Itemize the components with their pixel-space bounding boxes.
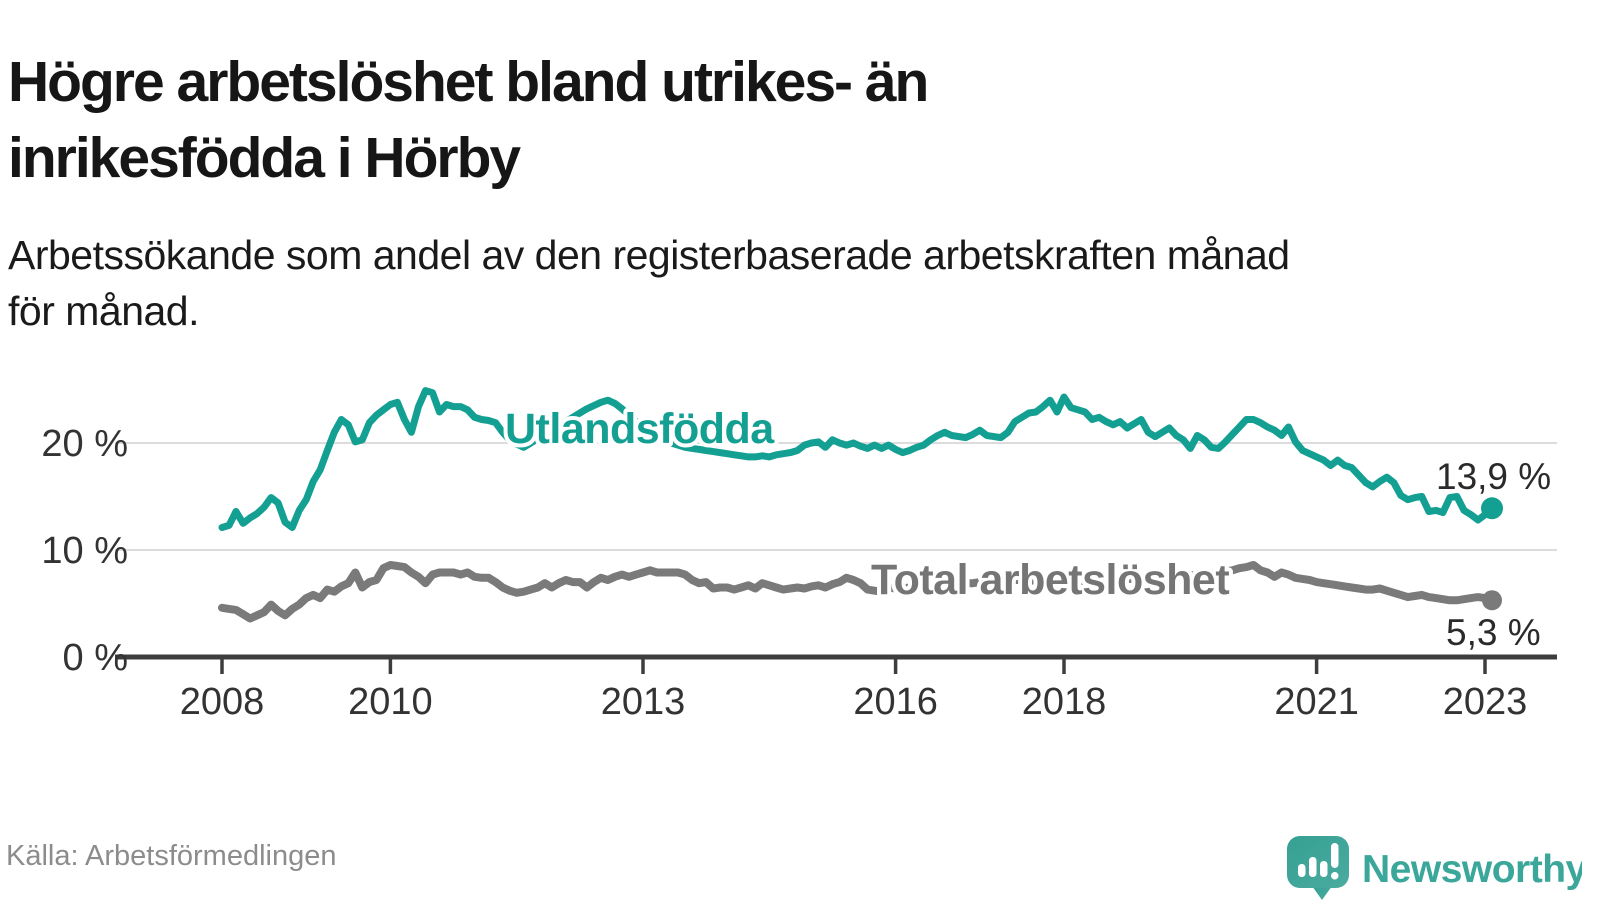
logo-bar-2: [1309, 857, 1317, 877]
series-line-utlandsfodda: [218, 387, 1496, 531]
logo-exclamation-bar: [1331, 843, 1339, 868]
y-tick-label-20: 20 %: [41, 423, 128, 465]
logo-bar-3: [1320, 861, 1328, 877]
logo-bar-1: [1298, 864, 1306, 877]
title-line-2: inrikesfödda i Hörby: [8, 126, 521, 191]
end-value-utlandsfodda: 13,9 %: [1436, 456, 1551, 497]
x-tick-label-2013: 2013: [601, 681, 686, 723]
x-tick-label-2023: 2023: [1443, 681, 1528, 723]
y-tick-label-0: 0 %: [63, 637, 128, 679]
logo-exclamation-dot: [1331, 872, 1339, 880]
y-tick-label-10: 10 %: [41, 530, 128, 572]
end-value-total: 5,3 %: [1446, 612, 1541, 653]
x-tick-label-2018: 2018: [1022, 681, 1107, 723]
series-line-total: [218, 561, 1496, 623]
series-end-dot-total: [1482, 590, 1503, 611]
source-note: Källa: Arbetsförmedlingen: [6, 840, 337, 872]
page-title: Högre arbetslöshet bland utrikes- än inr…: [8, 44, 1568, 196]
title-line-1: Högre arbetslöshet bland utrikes- än: [8, 50, 929, 115]
subtitle-line-1: Arbetssökande som andel av den registerb…: [8, 232, 1290, 278]
chart-subtitle: Arbetssökande som andel av den registerb…: [8, 227, 1568, 339]
x-tick-label-2016: 2016: [853, 681, 938, 723]
subtitle-line-2: för månad.: [8, 288, 200, 334]
series-label-utlandsfodda: Utlandsfödda: [505, 405, 775, 453]
series-end-dot-utlandsfodda: [1481, 497, 1504, 520]
x-tick-label-2021: 2021: [1274, 681, 1359, 723]
x-tick-label-2008: 2008: [180, 681, 265, 723]
newsworthy-logo: Newsworthy: [1287, 836, 1582, 900]
logo-bubble-icon: [1287, 836, 1349, 900]
x-tick-label-2010: 2010: [348, 681, 433, 723]
logo-wordmark: Newsworthy: [1362, 848, 1582, 891]
series-label-total: Total arbetslöshet: [871, 556, 1229, 604]
